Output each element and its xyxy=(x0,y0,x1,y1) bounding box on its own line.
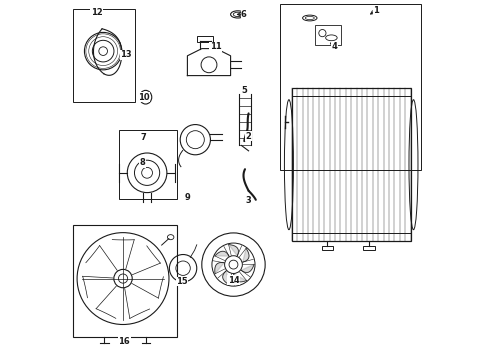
Bar xyxy=(363,246,375,250)
Text: 15: 15 xyxy=(176,277,188,286)
Text: 13: 13 xyxy=(121,50,132,59)
Text: 2: 2 xyxy=(245,132,251,141)
Polygon shape xyxy=(229,244,239,256)
Text: 7: 7 xyxy=(141,133,147,142)
Bar xyxy=(73,9,135,102)
Bar xyxy=(315,25,341,45)
Polygon shape xyxy=(243,248,249,262)
Text: 4: 4 xyxy=(331,42,337,51)
Polygon shape xyxy=(241,264,254,273)
Text: 8: 8 xyxy=(140,158,146,167)
Bar xyxy=(119,130,177,199)
Bar xyxy=(321,246,333,250)
Text: 12: 12 xyxy=(91,8,102,17)
Text: 10: 10 xyxy=(138,93,149,102)
Polygon shape xyxy=(222,271,229,285)
Text: 14: 14 xyxy=(228,276,239,284)
Polygon shape xyxy=(215,251,229,256)
Bar xyxy=(73,225,177,337)
Text: 5: 5 xyxy=(242,86,247,95)
Bar xyxy=(292,88,411,241)
Text: 6: 6 xyxy=(241,10,247,19)
Text: 1: 1 xyxy=(373,6,379,15)
Polygon shape xyxy=(234,274,246,282)
Text: 3: 3 xyxy=(245,197,251,205)
Bar xyxy=(280,4,421,170)
Polygon shape xyxy=(215,262,224,274)
Text: 11: 11 xyxy=(210,42,221,51)
Text: 9: 9 xyxy=(185,193,190,202)
Bar xyxy=(197,36,213,42)
Text: 16: 16 xyxy=(119,337,130,346)
